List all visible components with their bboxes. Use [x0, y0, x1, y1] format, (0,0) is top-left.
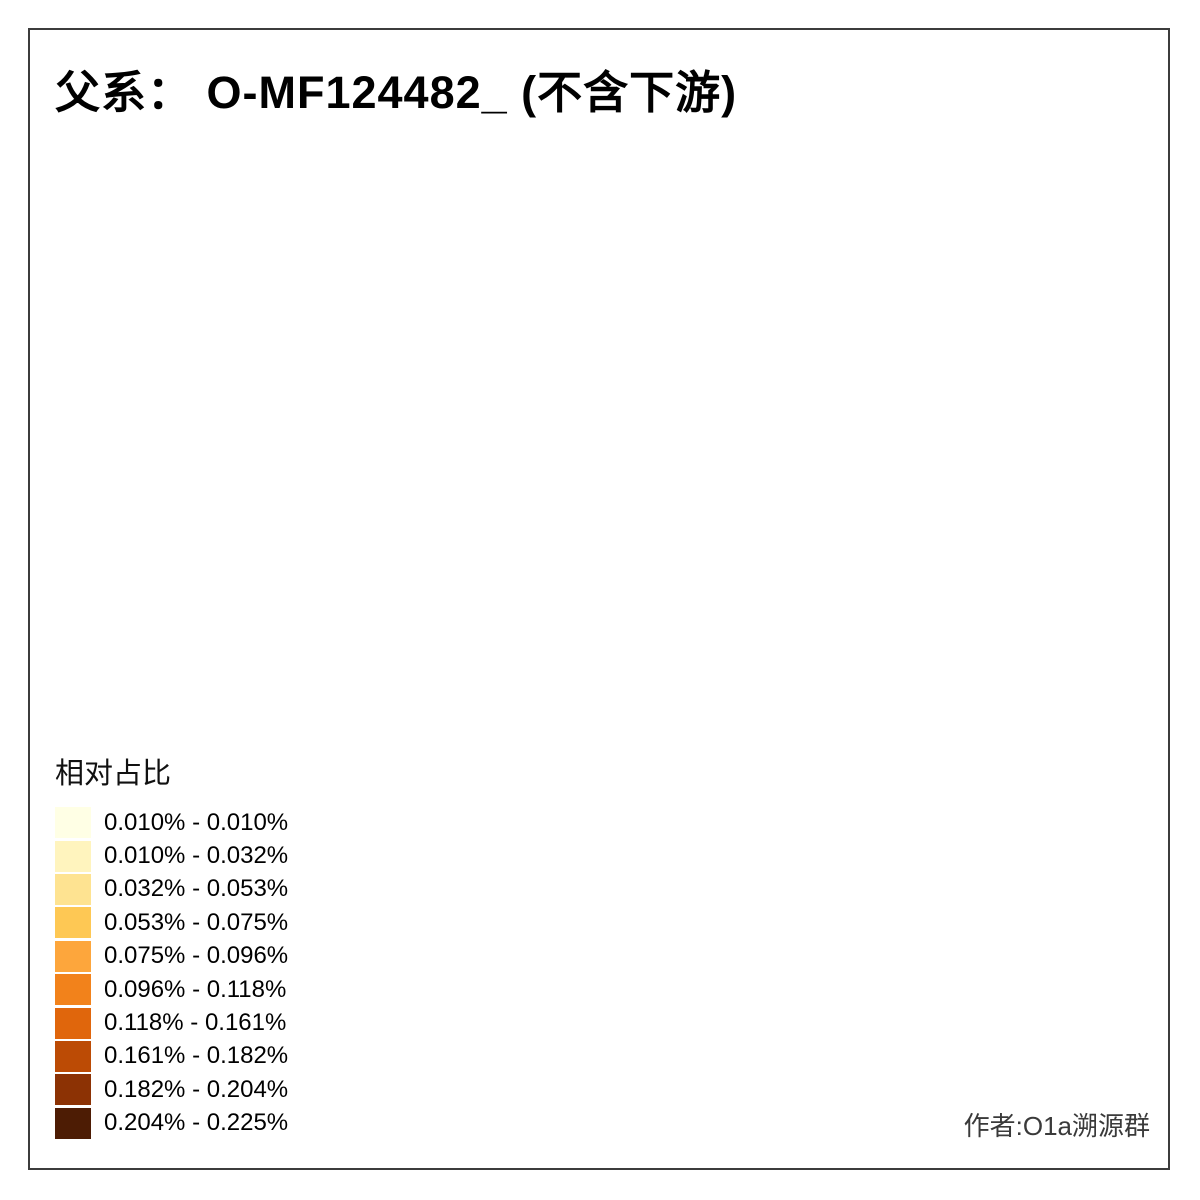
legend-row: 0.032% - 0.053%	[55, 873, 375, 906]
legend-swatch	[55, 1074, 91, 1106]
legend-swatch	[55, 807, 91, 839]
legend-swatch	[55, 873, 91, 905]
legend-swatch	[55, 1040, 91, 1072]
legend-title: 相对占比	[55, 758, 172, 790]
legend-label: 0.161% - 0.182%	[104, 1042, 289, 1070]
legend-row: 0.010% - 0.032%	[55, 839, 375, 872]
legend-label: 0.010% - 0.010%	[104, 808, 289, 836]
legend-row: 0.053% - 0.075%	[55, 906, 375, 939]
legend-swatch	[55, 940, 91, 972]
legend-label: 0.096% - 0.118%	[104, 975, 287, 1003]
legend-swatch	[55, 974, 91, 1006]
legend-label: 0.010% - 0.032%	[104, 842, 289, 870]
legend-row: 0.161% - 0.182%	[55, 1040, 375, 1073]
legend-swatch	[55, 1007, 91, 1039]
legend-label: 0.204% - 0.225%	[104, 1109, 289, 1137]
legend-swatch	[55, 907, 91, 939]
plot-frame	[28, 28, 1170, 1170]
legend-row: 0.118% - 0.161%	[55, 1006, 375, 1039]
legend-label: 0.075% - 0.096%	[104, 942, 289, 970]
legend: 相对占比 0.010% - 0.010% 0.010% - 0.032% 0.032…	[55, 750, 375, 1140]
page-title: 父系： O-MF124482_ (不含下游)	[55, 67, 738, 118]
legend-row: 0.010% - 0.010%	[55, 806, 375, 839]
legend-swatch	[55, 840, 91, 872]
legend-label: 0.032% - 0.053%	[104, 875, 289, 903]
legend-label: 0.182% - 0.204%	[104, 1075, 289, 1103]
legend-label: 0.118% - 0.161%	[104, 1009, 287, 1037]
legend-label: 0.053% - 0.075%	[104, 908, 289, 936]
legend-row: 0.204% - 0.225%	[55, 1107, 375, 1140]
legend-rows: 0.010% - 0.010% 0.010% - 0.032% 0.032% - 0…	[55, 806, 375, 1140]
legend-row: 0.075% - 0.096%	[55, 940, 375, 973]
legend-row: 0.096% - 0.118%	[55, 973, 375, 1006]
legend-row: 0.182% - 0.204%	[55, 1073, 375, 1106]
attribution: 作者:O1a溯源群	[963, 1111, 1150, 1141]
legend-swatch	[55, 1107, 91, 1139]
